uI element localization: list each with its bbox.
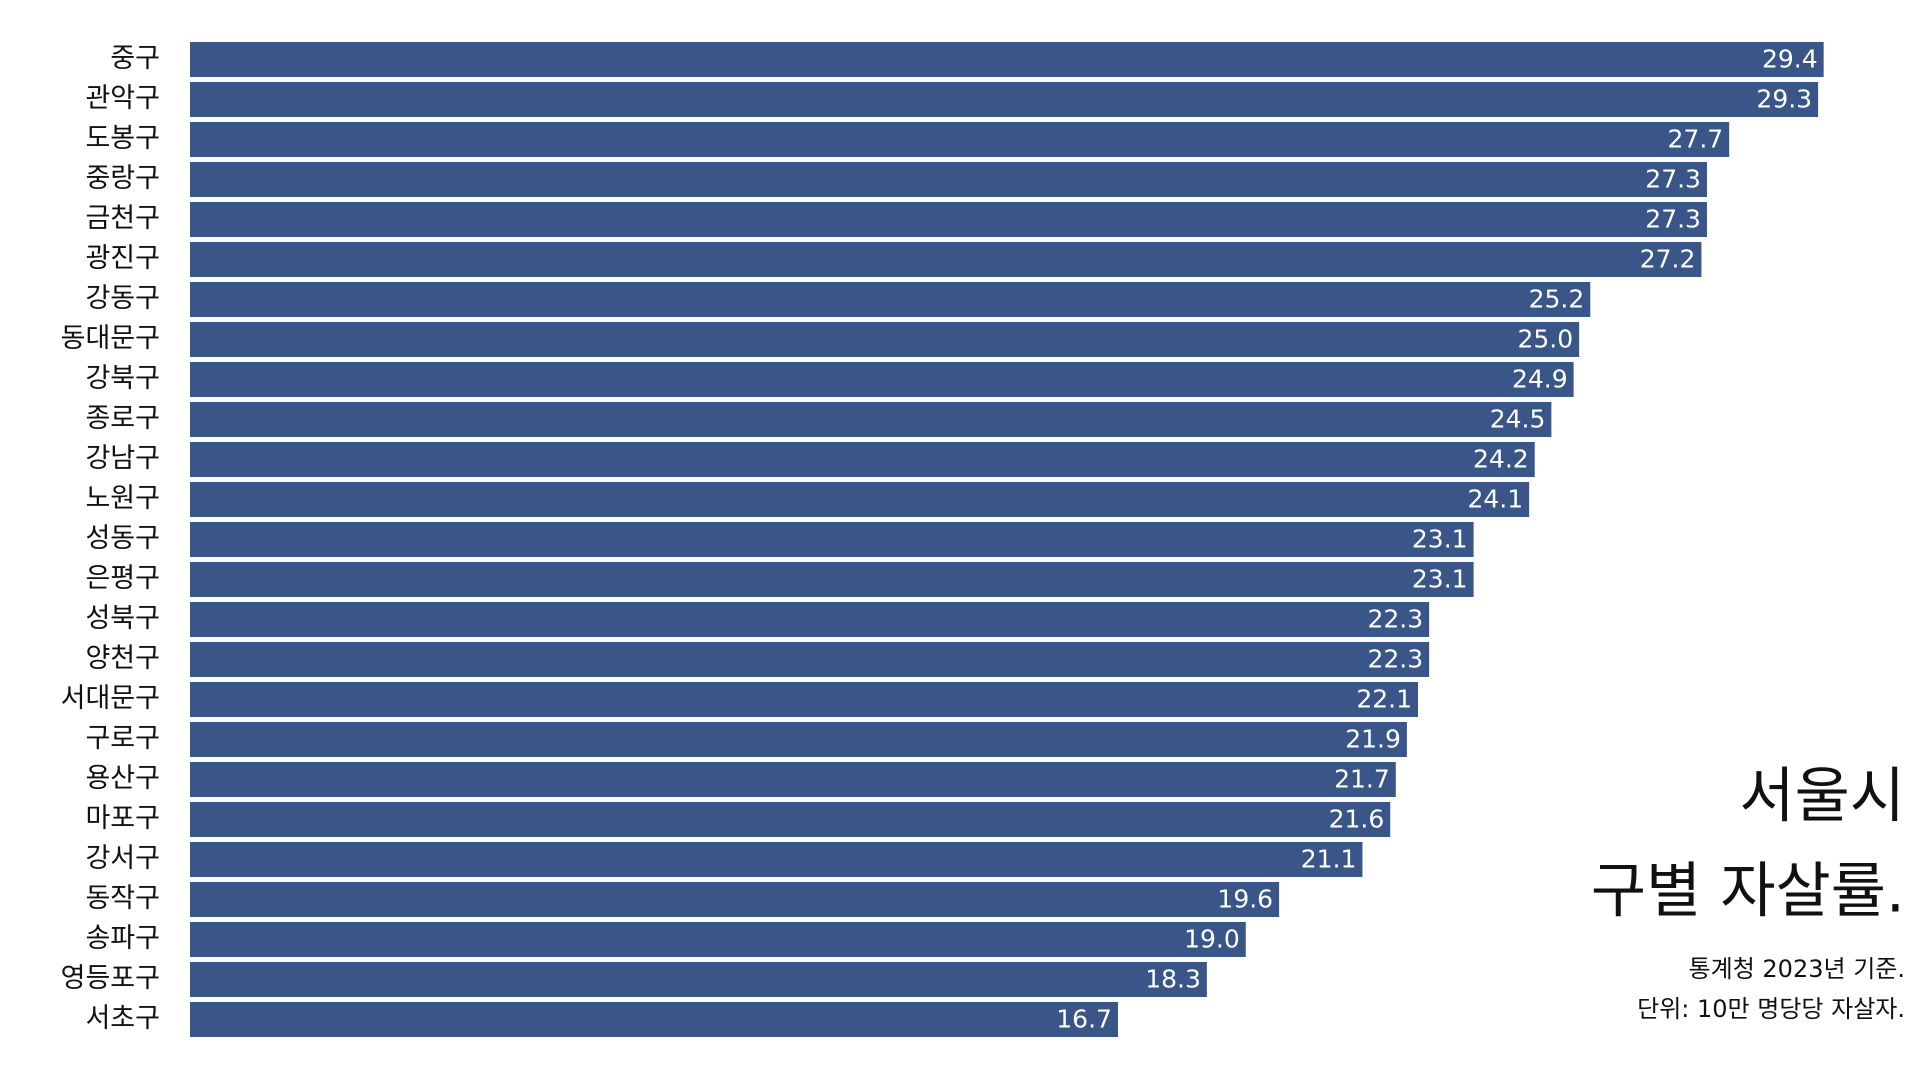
value-label: 23.1	[1412, 565, 1468, 594]
value-label: 29.3	[1756, 85, 1812, 114]
value-label: 24.1	[1467, 485, 1523, 514]
value-label: 21.7	[1334, 765, 1390, 794]
bar	[190, 42, 1824, 77]
value-label: 21.6	[1329, 805, 1385, 834]
bar	[190, 722, 1407, 757]
value-label: 27.7	[1668, 125, 1724, 154]
value-label: 23.1	[1412, 525, 1468, 554]
y-tick-label: 광진구	[85, 243, 160, 274]
bar	[190, 282, 1591, 317]
y-tick-label: 노원구	[85, 483, 160, 514]
value-label: 24.5	[1490, 405, 1546, 434]
bar	[190, 882, 1280, 917]
y-tick-label: 도봉구	[85, 123, 160, 154]
bar	[190, 82, 1819, 117]
bar	[190, 362, 1574, 397]
bar	[190, 842, 1363, 877]
y-tick-label: 은평구	[85, 563, 160, 594]
bar	[190, 802, 1391, 837]
value-label: 22.3	[1367, 645, 1423, 674]
bar	[190, 242, 1702, 277]
bar	[190, 962, 1207, 997]
y-tick-label: 중랑구	[85, 163, 160, 194]
bar	[190, 562, 1474, 597]
y-tick-label: 송파구	[85, 923, 160, 954]
note: 통계청 2023년 기준.	[1689, 955, 1905, 983]
y-tick-label: 마포구	[85, 803, 160, 834]
y-tick-label: 성북구	[85, 603, 160, 634]
value-label: 24.2	[1473, 445, 1529, 474]
y-tick-label: 동작구	[85, 883, 160, 914]
y-tick-label: 중구	[110, 43, 160, 74]
bar	[190, 762, 1396, 797]
bar	[190, 602, 1430, 637]
y-tick-label: 강남구	[85, 443, 160, 474]
value-label: 22.1	[1356, 685, 1412, 714]
y-tick-label: 영등포구	[61, 963, 160, 994]
value-label: 27.2	[1640, 245, 1696, 274]
value-label: 19.6	[1217, 885, 1273, 914]
bar	[190, 162, 1707, 197]
y-tick-label: 강동구	[85, 283, 160, 314]
bar	[190, 522, 1474, 557]
value-label: 21.1	[1301, 845, 1357, 874]
y-tick-label: 강서구	[85, 843, 160, 874]
bar	[190, 482, 1530, 517]
value-label: 19.0	[1184, 925, 1240, 954]
bar	[190, 322, 1580, 357]
y-tick-label: 구로구	[85, 723, 160, 754]
value-label: 24.9	[1512, 365, 1568, 394]
y-tick-label: 용산구	[85, 763, 160, 794]
value-label: 29.4	[1762, 45, 1818, 74]
y-tick-label: 종로구	[85, 403, 160, 434]
y-tick-label: 서대문구	[61, 683, 160, 714]
y-tick-label: 성동구	[85, 523, 160, 554]
value-label: 27.3	[1645, 165, 1701, 194]
bar	[190, 202, 1707, 237]
y-tick-label: 금천구	[85, 203, 160, 234]
bar	[190, 642, 1430, 677]
value-label: 25.2	[1529, 285, 1585, 314]
bar	[190, 922, 1246, 957]
y-tick-label: 관악구	[85, 83, 160, 114]
y-tick-label: 양천구	[85, 643, 160, 674]
bar	[190, 402, 1552, 437]
chart-title: 구별 자살률.	[1591, 857, 1905, 927]
value-label: 22.3	[1367, 605, 1423, 634]
value-label: 21.9	[1345, 725, 1401, 754]
bar	[190, 1002, 1118, 1037]
y-tick-label: 서초구	[85, 1003, 160, 1034]
note: 단위: 10만 명당당 자살자.	[1637, 995, 1905, 1023]
value-label: 18.3	[1145, 965, 1201, 994]
y-tick-label: 동대문구	[61, 323, 160, 354]
bar	[190, 122, 1730, 157]
bar	[190, 682, 1419, 717]
y-tick-label: 강북구	[85, 363, 160, 394]
value-label: 16.7	[1056, 1005, 1112, 1034]
value-label: 25.0	[1517, 325, 1573, 354]
value-label: 27.3	[1645, 205, 1701, 234]
bar	[190, 442, 1535, 477]
chart-title: 서울시	[1739, 762, 1905, 832]
